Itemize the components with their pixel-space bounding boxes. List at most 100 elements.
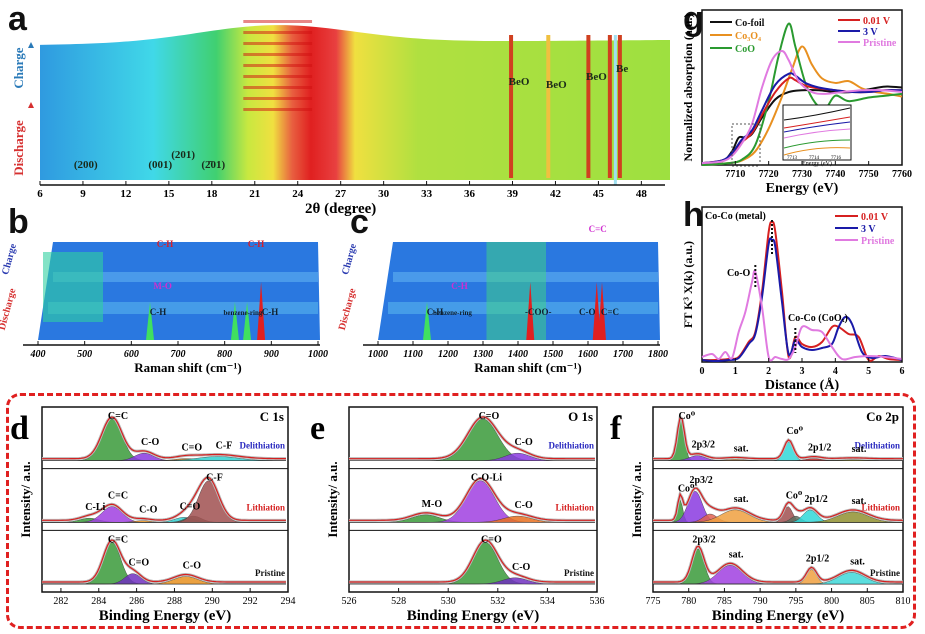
peak-label: 2p3/2 [689,475,712,486]
peak-label: M-O [422,499,443,510]
x-tick-label: 15 [163,188,175,200]
x-tick-label: 1600 [578,349,598,360]
x-tick-label: 810 [896,596,911,607]
xrd-cycle-stripe [243,64,313,67]
xrd-sharp-peak [546,35,551,178]
state-label: Pristine [255,568,285,578]
x-tick-label: 24 [292,188,304,200]
xps-fit-peak [653,459,904,461]
x-tick-label: 530 [441,596,456,607]
xrd-sharp-peak [586,35,591,178]
x-tick-label: 528 [391,596,406,607]
peak-label: 2p1/2 [808,443,831,454]
inset-tick-label: 7713 [787,156,798,161]
xps-fit-peak [349,542,595,585]
xps-fit-peak [42,542,286,585]
xps-raw-data [42,415,286,461]
xrd-peak-annotation: (001) [148,159,172,171]
xrd-sharp-peak [617,35,622,178]
peak-label: sat. [850,556,865,567]
raman-band [48,302,318,314]
x-tick-label: 282 [53,596,68,607]
raman-annotation: benzene-ring [433,309,472,317]
peak-label: C-O [141,437,160,448]
annotation-co-co-metal: Co-Co (metal) [705,211,766,222]
raman-peak [526,282,535,340]
x-axis-label: Binding Energy (eV) [712,608,845,624]
raman-surface [38,242,320,340]
raman-annotation: C-H [150,307,167,317]
peak-label: 2p1/2 [804,494,827,505]
x-tick-label: 1 [733,366,738,377]
x-tick-label: 800 [217,349,232,360]
x-tick-label: 1000 [308,349,328,360]
raman-peak [230,302,239,340]
state-label: Lithiation [861,502,900,512]
x-tick-label: 12 [120,188,132,200]
raman-chart-c: 1000 1100 1200 1300 1400 1500 1600 1700 1800 Rama… [337,224,668,375]
xps-fit-peak [349,452,595,461]
discharge-label: Discharge [337,287,359,332]
x-tick-label: 600 [124,349,139,360]
x-tick-label: 4 [833,366,838,377]
inset-tick-label: 7714 [809,156,820,161]
panel-e-xps-o1s: Delithiation C=O C-O Lithiation M-O C-O-Li C-O… [300,385,610,634]
inset-x-label: Energy (eV) [802,160,832,167]
exafs-chart: 0 1 2 3 4 5 6 Distance (Å) FT K³ X(k) (a.u.) 0.01… [681,206,905,393]
peak-label: C=C [108,534,128,545]
inset-source-box [731,123,761,167]
y-axis-label: Normalized absorption (a.u.) [681,14,695,162]
xps-fit-peak [653,572,904,585]
xrd-cycle-stripe [243,97,313,100]
peak-label: 2p3/2 [692,534,715,545]
x-tick-label: 7720 [759,169,779,180]
legend-label: 0.01 V [861,212,889,223]
xps-envelope [653,545,904,583]
charge-arrow-icon [28,42,34,48]
xps-chart-e: Delithiation C=O C-O Lithiation M-O C-O-Li C-O… [310,406,605,624]
state-label: Pristine [564,568,594,578]
panel-title: O 1s [568,409,593,424]
inset-series-line [783,128,851,139]
x-tick-label: 526 [342,596,357,607]
inset-series-line [783,121,851,133]
raman-chart-b: 400 500 600 700 800 900 1000 Raman shift (cm⁻¹)… [0,239,328,375]
x-tick-label: 900 [264,349,279,360]
xanes-chart: 7710 7720 7730 7740 7750 7760 Energy (eV) Norma… [681,9,912,196]
raman-annotation: C-H [262,307,279,317]
series-line-3-v [701,237,903,363]
xps-fit-peak [42,576,286,585]
raman-annotation: C-H [248,239,265,249]
raman-annotation: M-O [153,281,172,291]
xps-envelope [42,476,286,521]
x-tick-label: 48 [636,188,648,200]
xrd-sharp-peak [607,35,612,178]
xps-fit-peak [653,511,904,523]
annotation-co-o: Co-O [727,268,751,279]
xrd-cycle-stripe [243,20,313,23]
charge-label: Charge [340,242,359,276]
panel-c-raman: 1000 1100 1200 1300 1400 1500 1600 1700 1800 Rama… [337,200,680,380]
xrd-intensity-map [40,25,670,180]
panel-b-raman: 400 500 600 700 800 900 1000 Raman shift (cm⁻¹)… [0,200,340,380]
raman-peak [423,302,431,340]
peak-label: 2p1/2 [806,553,829,564]
panel-a-xrd: 6 9 12 15 18 21 24 27 30 33 36 39 42 45 48 2θ (degree) (… [0,0,680,217]
xrd-peak-annotation: BeO [586,71,607,83]
xps-envelope [42,539,286,583]
x-tick-label: 42 [550,188,562,200]
xrd-peak-annotation: BeO [546,79,567,91]
panel-label-a: a [8,0,27,38]
inset-series-line [783,107,851,121]
state-label: Pristine [870,568,900,578]
legend-label: Co-foil [735,18,765,29]
legend-label: 3 V [863,27,878,38]
xps-raw-data [42,538,286,584]
x-tick-label: 775 [646,596,661,607]
xrd-cycle-stripe [243,75,313,78]
panel-f-xps-co2p: Delithiation Co⁰ 2p3/2 sat. Co⁰ 2p1/2 sat. Lith… [600,385,925,634]
x-tick-label: 21 [249,188,260,200]
xrd-peak-annotation: Be [616,63,628,75]
x-tick-label: 7760 [892,169,912,180]
x-axis-label: Raman shift (cm⁻¹) [134,360,242,375]
